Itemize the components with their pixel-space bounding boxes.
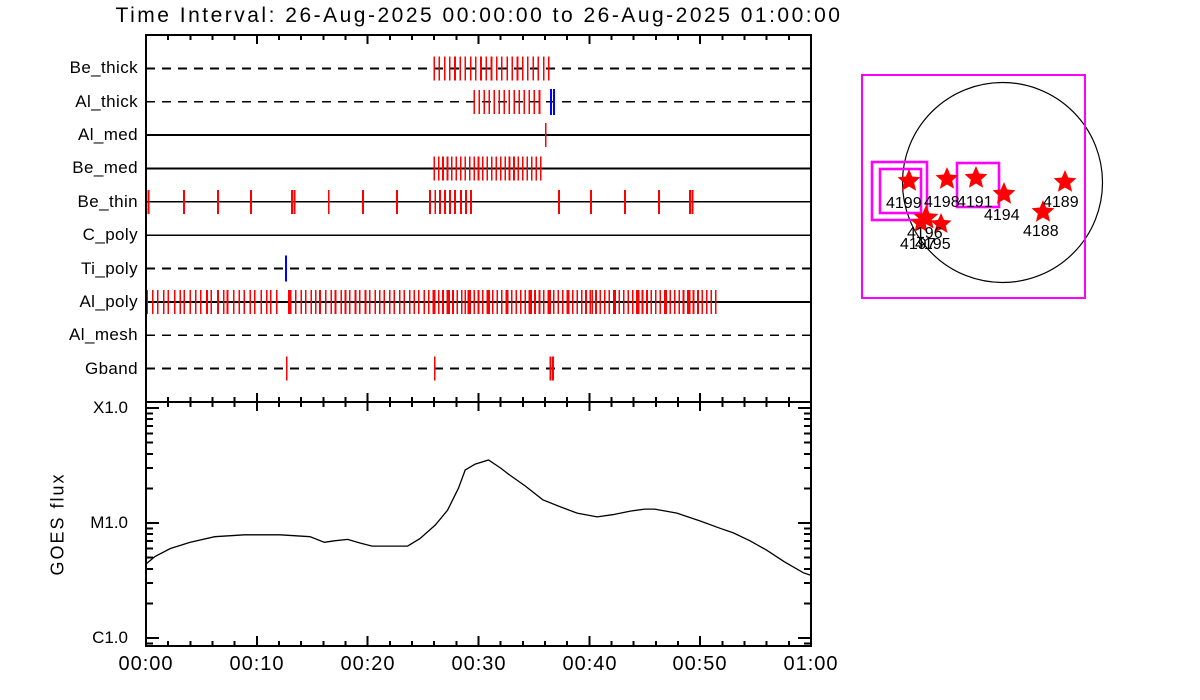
row-label-ti-poly: Ti_poly bbox=[81, 259, 138, 278]
ar-star-4198 bbox=[935, 167, 959, 189]
row-label-al-thick: Al_thick bbox=[75, 92, 138, 111]
ar-label-4188: 4188 bbox=[1023, 223, 1059, 240]
ar-label-4199: 4199 bbox=[886, 195, 922, 212]
xtick-0020: 00:20 bbox=[340, 653, 396, 675]
ar-star-4194 bbox=[992, 182, 1016, 204]
ar-label-4198: 4198 bbox=[924, 194, 960, 211]
xtick-0010: 00:10 bbox=[229, 653, 285, 675]
row-label-al-poly: Al_poly bbox=[79, 292, 138, 311]
row-label-al-mesh: Al_mesh bbox=[69, 325, 138, 344]
row-label-be-thick: Be_thick bbox=[69, 58, 138, 77]
xtick-0050: 00:50 bbox=[672, 653, 728, 675]
ar-label-4197: 4197 bbox=[900, 236, 936, 253]
xtick-0100: 01:00 bbox=[783, 653, 839, 675]
ar-star-4188 bbox=[1031, 200, 1055, 222]
ar-star-4191 bbox=[964, 166, 988, 188]
ar-label-4191: 4191 bbox=[957, 194, 993, 211]
goes-ytick-m1: M1.0 bbox=[90, 513, 128, 532]
ar-star-4197 bbox=[910, 212, 932, 232]
ar-label-4195: 4195 bbox=[915, 236, 951, 253]
xtick-0040: 00:40 bbox=[562, 653, 618, 675]
ar-star-4199 bbox=[897, 169, 921, 191]
sun-chart-frame bbox=[861, 74, 1086, 299]
row-label-c-poly: C_poly bbox=[82, 225, 138, 244]
ar-label-4196: 4196 bbox=[907, 225, 943, 242]
ar-star-4189 bbox=[1053, 170, 1077, 192]
solar-limb-circle bbox=[901, 81, 1104, 284]
page-title: Time Interval: 26-Aug-2025 00:00:00 to 2… bbox=[115, 4, 843, 27]
xrt-fov-box-2 bbox=[955, 161, 1001, 209]
ar-star-4195 bbox=[930, 213, 952, 233]
row-label-gband: Gband bbox=[84, 359, 138, 378]
row-label-be-med: Be_med bbox=[72, 158, 138, 177]
ar-label-4194: 4194 bbox=[984, 207, 1020, 224]
ar-label-4189: 4189 bbox=[1043, 194, 1079, 211]
goes-flux-curve bbox=[145, 459, 812, 577]
xrt-fov-box-1 bbox=[878, 167, 923, 215]
goes-ytick-c1: C1.0 bbox=[92, 628, 128, 647]
goes-panel-border bbox=[145, 401, 812, 647]
xtick-0030: 00:30 bbox=[451, 653, 507, 675]
row-label-be-thin: Be_thin bbox=[77, 192, 138, 211]
xrt-fov-box-0 bbox=[870, 160, 929, 222]
row-label-al-med: Al_med bbox=[77, 125, 138, 144]
xtick-0000: 00:00 bbox=[118, 653, 174, 675]
goes-ytick-x1: X1.0 bbox=[93, 398, 128, 417]
